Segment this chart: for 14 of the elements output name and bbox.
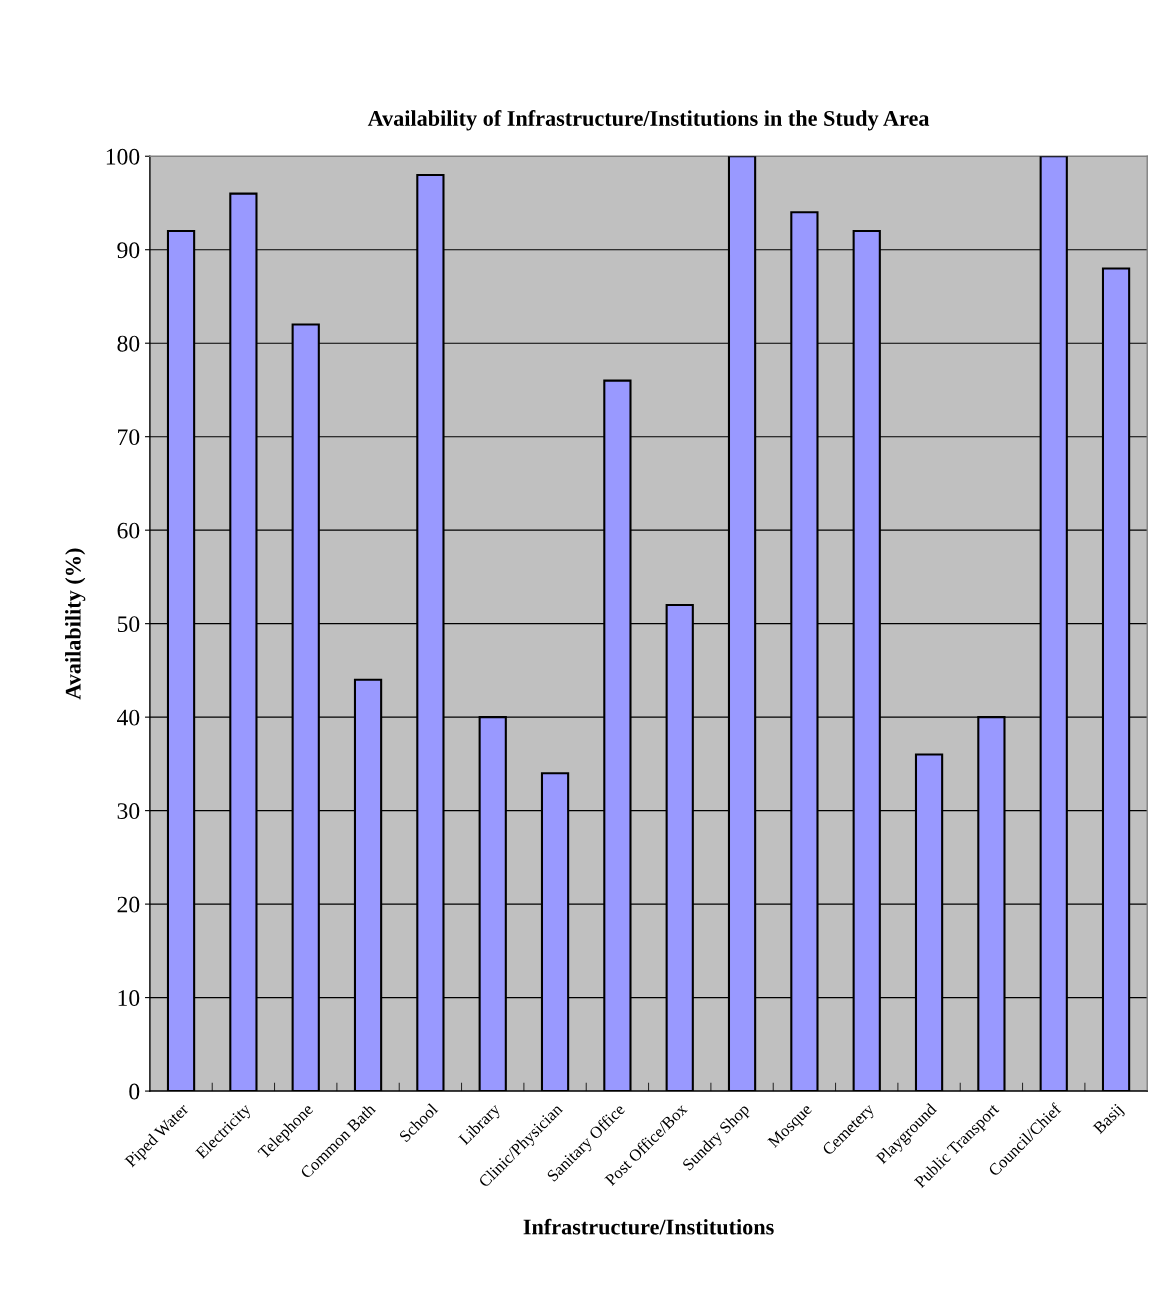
- y-tick-label: 40: [117, 709, 140, 726]
- y-tick-label: 20: [117, 896, 140, 913]
- y-tick-label: 60: [117, 522, 140, 539]
- y-tick-label: 80: [117, 335, 140, 352]
- y-axis-title: Availability (%): [65, 548, 86, 700]
- y-tick-label: 30: [117, 803, 140, 820]
- y-tick-label: 0: [129, 1083, 140, 1100]
- y-tick-label: 90: [117, 242, 140, 259]
- y-tick-label: 100: [106, 148, 140, 165]
- chart-title: Availability of Infrastructure/Institutions in the Study Area: [367, 110, 930, 131]
- y-tick-label: 50: [117, 616, 140, 633]
- x-axis-title: Infrastructure/Institutions: [523, 1218, 774, 1235]
- y-tick-label: 10: [118, 990, 140, 1007]
- y-tick-label: 70: [118, 429, 140, 446]
